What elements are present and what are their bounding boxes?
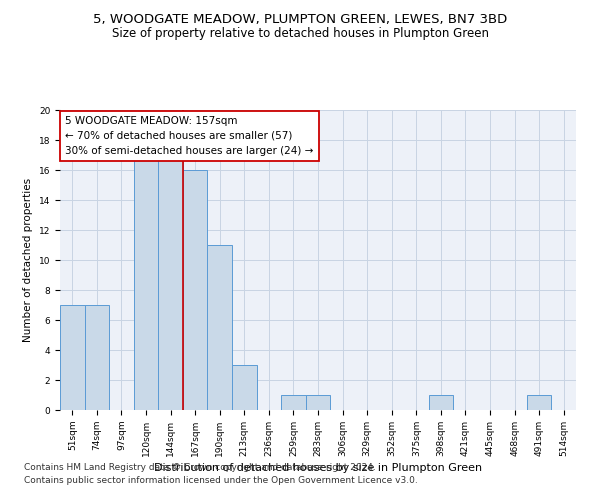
Bar xyxy=(85,305,109,410)
Bar xyxy=(281,395,306,410)
Bar xyxy=(60,305,85,410)
X-axis label: Distribution of detached houses by size in Plumpton Green: Distribution of detached houses by size … xyxy=(154,463,482,473)
Bar xyxy=(208,245,232,410)
Bar xyxy=(306,395,330,410)
Bar xyxy=(183,170,208,410)
Text: 5 WOODGATE MEADOW: 157sqm
← 70% of detached houses are smaller (57)
30% of semi-: 5 WOODGATE MEADOW: 157sqm ← 70% of detac… xyxy=(65,116,314,156)
Bar xyxy=(232,365,257,410)
Y-axis label: Number of detached properties: Number of detached properties xyxy=(23,178,33,342)
Bar xyxy=(428,395,453,410)
Text: Contains public sector information licensed under the Open Government Licence v3: Contains public sector information licen… xyxy=(24,476,418,485)
Text: Contains HM Land Registry data © Crown copyright and database right 2024.: Contains HM Land Registry data © Crown c… xyxy=(24,464,376,472)
Text: 5, WOODGATE MEADOW, PLUMPTON GREEN, LEWES, BN7 3BD: 5, WOODGATE MEADOW, PLUMPTON GREEN, LEWE… xyxy=(93,12,507,26)
Bar xyxy=(134,140,158,410)
Bar xyxy=(527,395,551,410)
Bar xyxy=(158,140,183,410)
Text: Size of property relative to detached houses in Plumpton Green: Size of property relative to detached ho… xyxy=(112,28,488,40)
